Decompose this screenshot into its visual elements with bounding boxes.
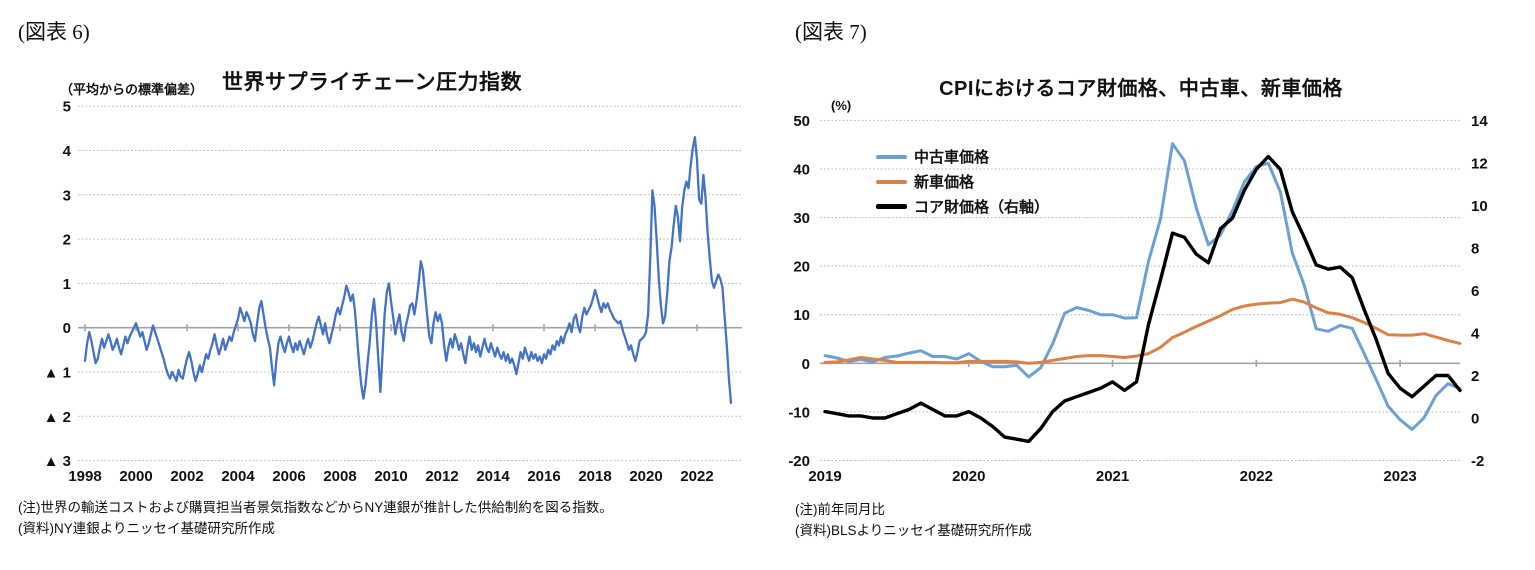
legend-item-new-cars: 新車価格 xyxy=(876,169,1049,194)
gscpi-line xyxy=(83,136,733,405)
legend-label-used-cars: 中古車価格 xyxy=(914,149,990,166)
figure6-note: (注)世界の輸送コストおよび購買担当者景気指数などからNY連銀が推計した供給制約… xyxy=(18,500,613,515)
x-tick-label: 2023 xyxy=(1383,468,1416,485)
x-tick-label: 2010 xyxy=(374,468,407,485)
right-y-tick-label: 12 xyxy=(1471,155,1488,172)
y-tick-label: 5 xyxy=(63,99,71,116)
x-tick-label: 1998 xyxy=(68,468,101,485)
new-car-line-swatch xyxy=(876,179,907,184)
x-tick-label: 2018 xyxy=(578,468,611,485)
left-y-tick-label: -20 xyxy=(788,453,810,470)
x-tick-label: 2020 xyxy=(952,468,985,485)
figure7-note: (注)前年同月比 xyxy=(795,502,885,517)
right-y-tick-label: 10 xyxy=(1471,198,1488,215)
y-tick-label: ▲ 3 xyxy=(44,453,71,470)
x-tick-label: 2022 xyxy=(1240,468,1273,485)
figure7-title: CPIにおけるコア財価格、中古車、新車価格 xyxy=(939,78,1343,100)
y-tick-label: 4 xyxy=(63,143,72,160)
figure7-axis-unit: (%) xyxy=(831,98,852,113)
used-car-price-line xyxy=(823,142,1462,431)
left-y-tick-label: 10 xyxy=(793,307,810,324)
y-tick-label: 2 xyxy=(63,232,71,249)
legend-label-new-cars: 新車価格 xyxy=(914,174,975,191)
left-y-tick-label: 50 xyxy=(793,113,810,130)
figure6-title: 世界サプライチェーン圧力指数 xyxy=(222,71,522,94)
x-tick-label: 2012 xyxy=(425,468,458,485)
legend: 中古車価格 新車価格 コア財価格（右軸） xyxy=(876,144,1049,219)
x-tick-label: 2019 xyxy=(808,468,841,485)
left-y-tick-label: -10 xyxy=(788,404,810,421)
legend-item-core-goods: コア財価格（右軸） xyxy=(876,194,1049,219)
x-tick-label: 2008 xyxy=(323,468,356,485)
x-tick-label: 2004 xyxy=(221,468,255,485)
left-y-tick-label: 0 xyxy=(802,356,810,373)
x-tick-label: 2000 xyxy=(119,468,152,485)
right-y-tick-label: -2 xyxy=(1471,453,1484,470)
right-y-tick-label: 6 xyxy=(1471,283,1479,300)
left-y-tick-label: 20 xyxy=(793,259,810,276)
right-y-tick-label: 2 xyxy=(1471,368,1479,385)
y-tick-label: 1 xyxy=(63,276,71,293)
legend-item-used-cars: 中古車価格 xyxy=(876,144,1049,169)
x-tick-label: 2006 xyxy=(272,468,305,485)
y-tick-label: 3 xyxy=(63,187,71,204)
y-tick-label: ▲ 1 xyxy=(44,365,71,382)
x-tick-label: 2020 xyxy=(629,468,662,485)
x-tick-label: 2022 xyxy=(680,468,713,485)
used-car-line-swatch xyxy=(876,154,907,159)
right-y-tick-label: 0 xyxy=(1471,410,1479,427)
y-tick-label: 0 xyxy=(63,320,71,337)
legend-label-core-goods: コア財価格（右軸） xyxy=(914,199,1050,216)
x-tick-label: 2014 xyxy=(476,468,510,485)
figure7-source: (資料)BLSよりニッセイ基礎研究所作成 xyxy=(795,523,1032,538)
core-goods-price-line xyxy=(823,154,1462,444)
x-tick-label: 2016 xyxy=(527,468,560,485)
right-y-tick-label: 4 xyxy=(1471,325,1480,342)
right-y-tick-label: 8 xyxy=(1471,240,1479,257)
figure6-label: (図表 6) xyxy=(18,20,90,44)
left-y-tick-label: 40 xyxy=(793,161,810,178)
x-tick-label: 2002 xyxy=(170,468,203,485)
figure6-source: (資料)NY連銀よりニッセイ基礎研究所作成 xyxy=(18,521,275,536)
figure7-label: (図表 7) xyxy=(795,20,867,44)
figure6-axis-unit: （平均からの標準偏差） xyxy=(60,82,204,97)
x-tick-label: 2021 xyxy=(1096,468,1129,485)
core-goods-line-swatch xyxy=(876,204,907,209)
left-y-tick-label: 30 xyxy=(793,210,810,227)
right-y-tick-label: 14 xyxy=(1471,113,1488,130)
y-tick-label: ▲ 2 xyxy=(44,409,71,426)
